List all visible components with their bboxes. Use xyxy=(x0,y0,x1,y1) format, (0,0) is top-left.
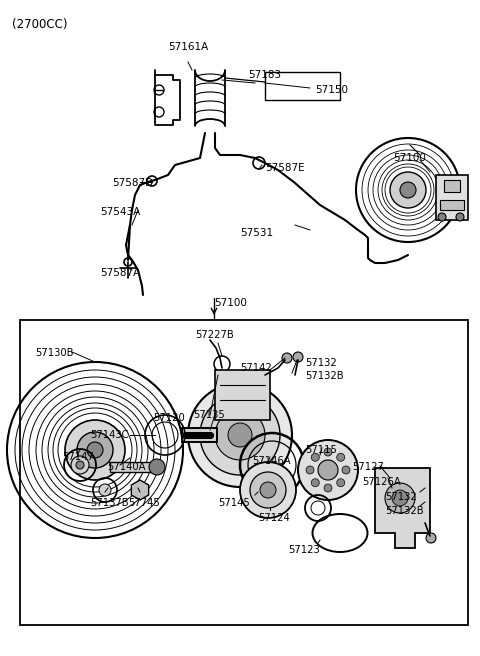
Text: 57126A: 57126A xyxy=(362,477,401,487)
Text: 57100: 57100 xyxy=(214,298,247,308)
Text: 57227B: 57227B xyxy=(195,330,234,340)
Circle shape xyxy=(215,410,265,460)
Text: 57132: 57132 xyxy=(385,492,417,502)
Circle shape xyxy=(318,460,338,480)
Bar xyxy=(436,175,468,220)
Circle shape xyxy=(324,448,332,456)
Circle shape xyxy=(71,456,89,474)
Text: 57142: 57142 xyxy=(240,363,272,373)
Circle shape xyxy=(426,533,436,543)
Polygon shape xyxy=(375,468,430,548)
Circle shape xyxy=(324,484,332,492)
Text: 57137B: 57137B xyxy=(90,498,129,508)
Text: 57150: 57150 xyxy=(315,85,348,95)
Circle shape xyxy=(392,490,408,506)
Circle shape xyxy=(342,466,350,474)
Circle shape xyxy=(188,383,292,487)
Text: 57543A: 57543A xyxy=(100,207,140,217)
Bar xyxy=(110,462,155,472)
Circle shape xyxy=(282,353,292,363)
Circle shape xyxy=(337,479,345,487)
Circle shape xyxy=(77,432,113,468)
Circle shape xyxy=(438,213,446,221)
Text: 57587E: 57587E xyxy=(265,163,305,173)
Text: 57587A: 57587A xyxy=(100,268,140,278)
Circle shape xyxy=(390,172,426,208)
Bar xyxy=(20,320,468,625)
Text: 57120: 57120 xyxy=(153,413,185,423)
Bar xyxy=(444,180,460,192)
Text: 57127: 57127 xyxy=(352,462,384,472)
Text: 57161A: 57161A xyxy=(168,42,208,52)
Text: 57123: 57123 xyxy=(288,545,320,555)
Text: 57145: 57145 xyxy=(218,498,250,508)
Text: (2700CC): (2700CC) xyxy=(12,18,68,31)
Bar xyxy=(440,200,464,210)
Circle shape xyxy=(293,352,303,362)
Circle shape xyxy=(337,453,345,461)
Text: 57531: 57531 xyxy=(240,228,273,238)
Circle shape xyxy=(149,459,165,475)
Circle shape xyxy=(240,462,296,518)
Text: 57147: 57147 xyxy=(62,452,94,462)
Text: 57132B: 57132B xyxy=(305,371,344,381)
Text: 57183: 57183 xyxy=(248,70,281,80)
Circle shape xyxy=(298,440,358,500)
Text: 57587D: 57587D xyxy=(112,178,153,188)
Circle shape xyxy=(228,423,252,447)
Text: 57100: 57100 xyxy=(393,153,426,163)
Text: 57143C: 57143C xyxy=(90,430,129,440)
Circle shape xyxy=(260,482,276,498)
Text: 57132: 57132 xyxy=(305,358,337,368)
Circle shape xyxy=(311,479,319,487)
Circle shape xyxy=(250,472,286,508)
Circle shape xyxy=(456,213,464,221)
Text: 57132B: 57132B xyxy=(385,506,424,516)
Text: 57135: 57135 xyxy=(193,410,225,420)
Circle shape xyxy=(311,453,319,461)
Circle shape xyxy=(306,466,314,474)
Circle shape xyxy=(200,395,280,475)
Bar xyxy=(182,428,217,442)
Text: 57124: 57124 xyxy=(258,513,290,523)
Text: 57140A: 57140A xyxy=(107,462,145,472)
Bar xyxy=(265,72,340,100)
Circle shape xyxy=(400,182,416,198)
Text: 57115: 57115 xyxy=(305,445,337,455)
Text: 57146A: 57146A xyxy=(252,456,290,466)
Text: 57130B: 57130B xyxy=(35,348,73,358)
Circle shape xyxy=(99,484,111,496)
Circle shape xyxy=(65,420,125,480)
Circle shape xyxy=(385,483,415,513)
Circle shape xyxy=(87,442,103,458)
Bar xyxy=(215,370,270,420)
Text: 57745: 57745 xyxy=(128,498,160,508)
Circle shape xyxy=(76,461,84,469)
